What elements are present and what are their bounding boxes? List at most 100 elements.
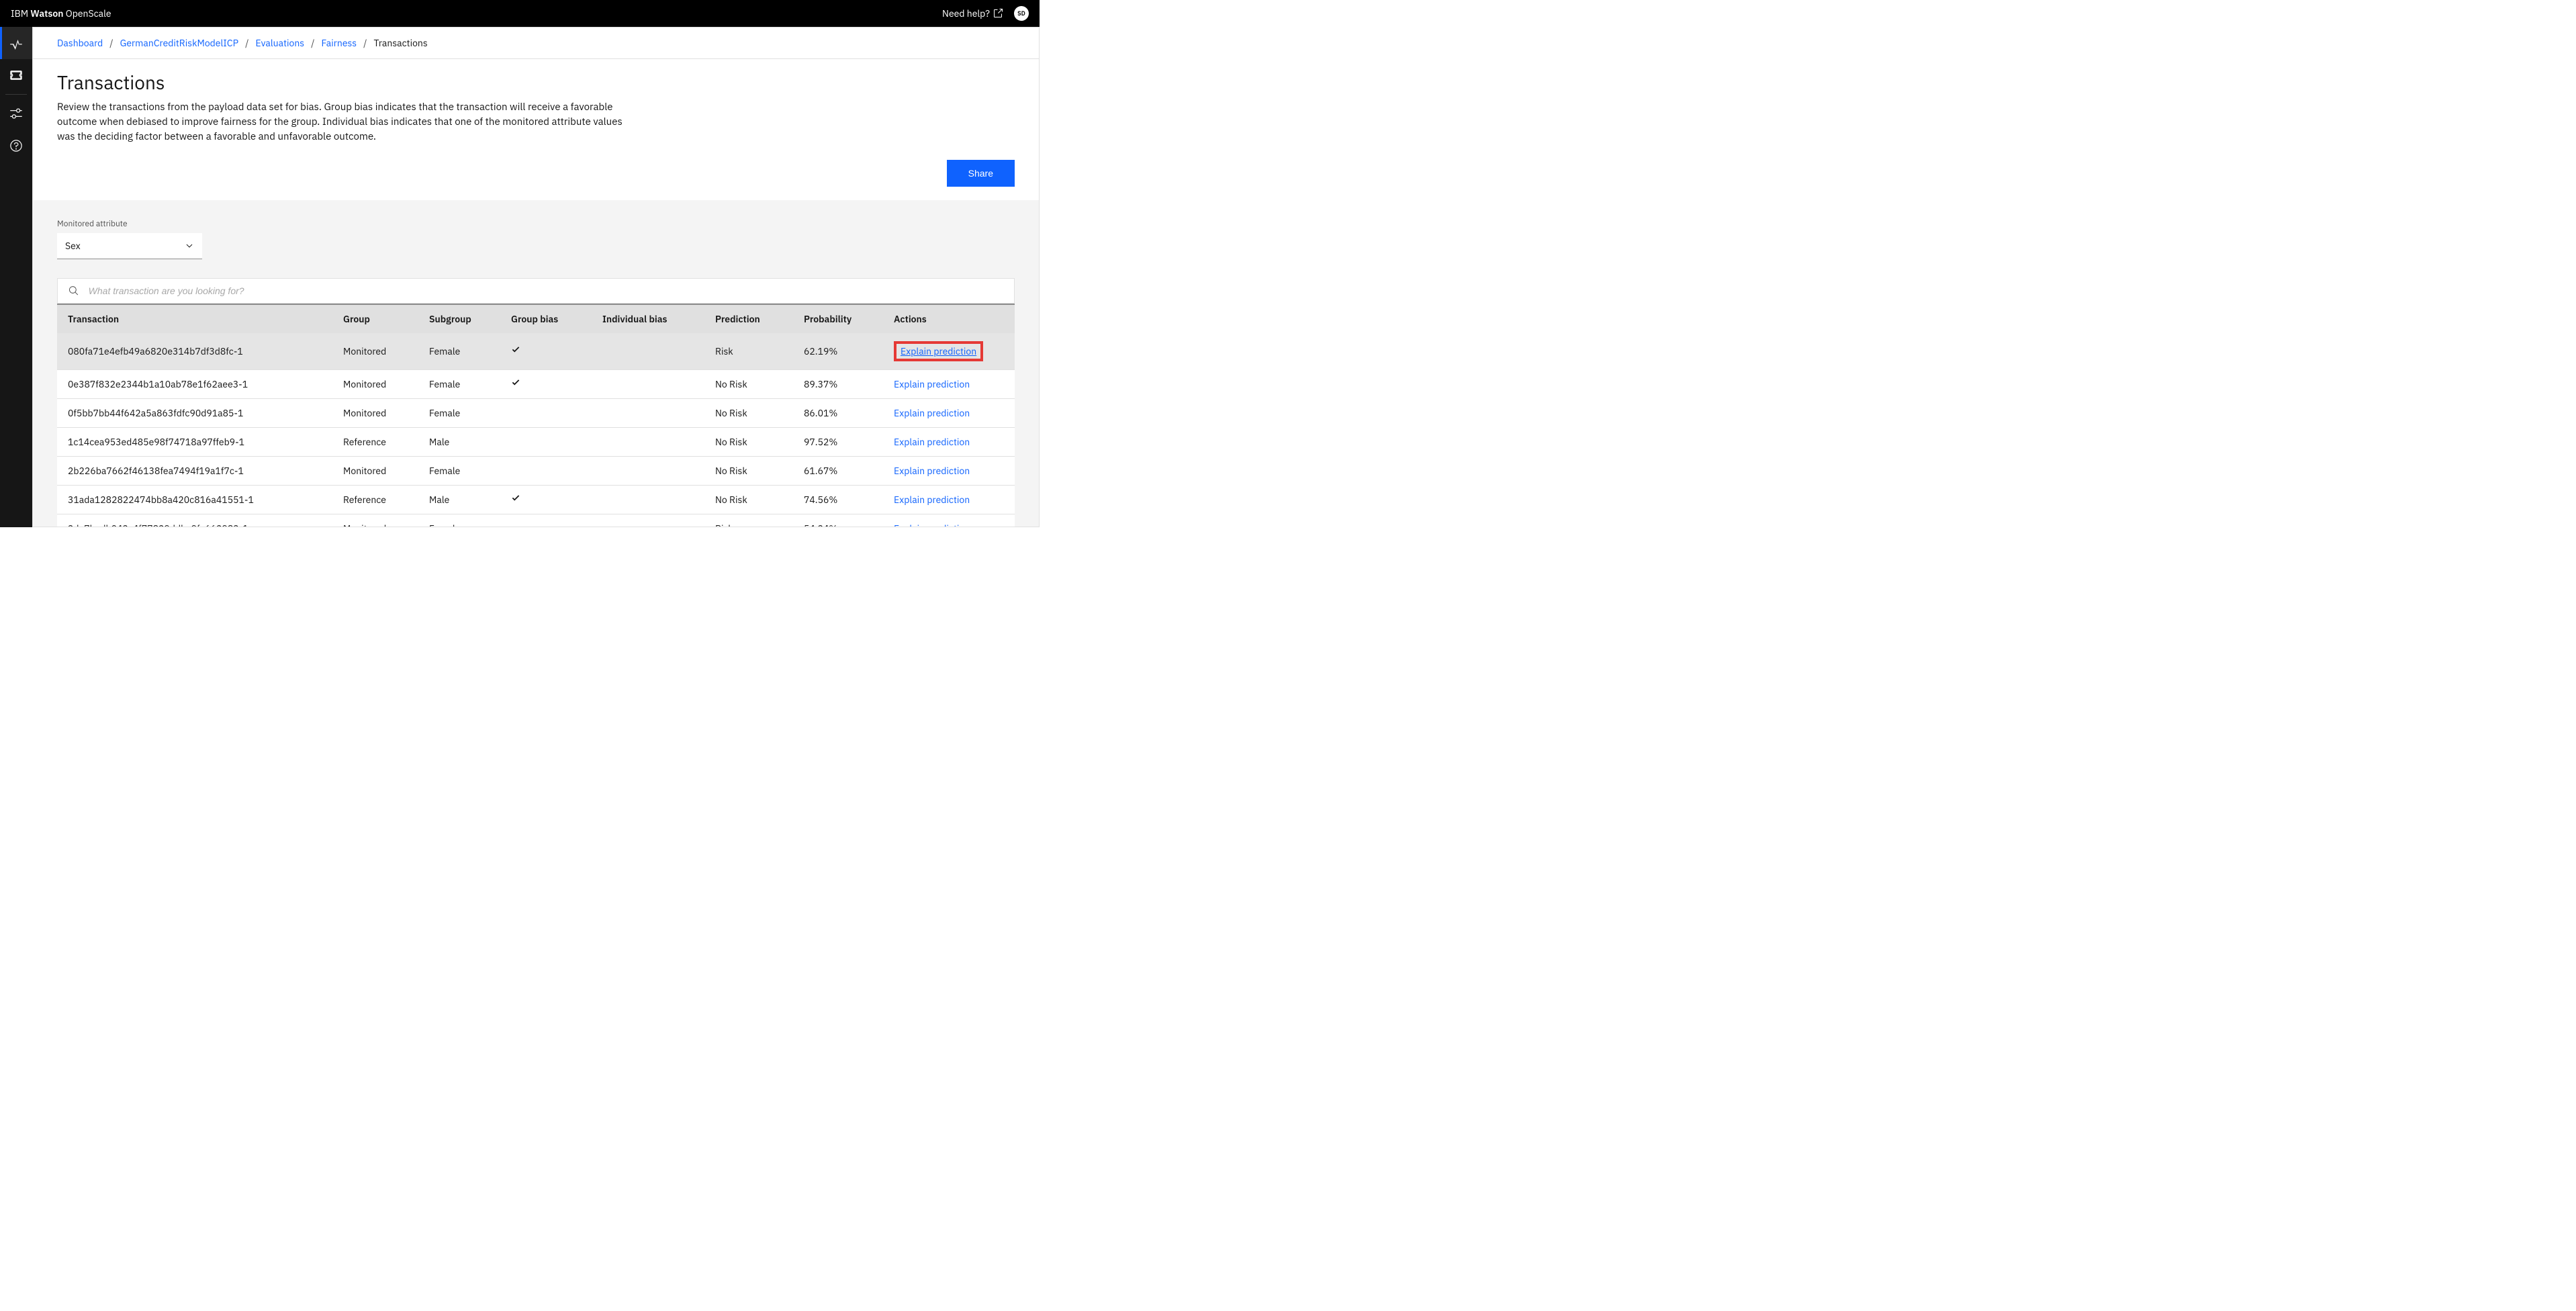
transactions-table-wrap: TransactionGroupSubgroupGroup biasIndivi…	[33, 304, 1039, 527]
share-button[interactable]: Share	[947, 160, 1015, 187]
transactions-table: TransactionGroupSubgroupGroup biasIndivi…	[57, 304, 1015, 527]
need-help-label: Need help?	[942, 7, 990, 19]
table-cell: 74.56%	[793, 486, 883, 514]
table-header-row: TransactionGroupSubgroupGroup biasIndivi…	[57, 304, 1015, 333]
checkmark-icon	[511, 378, 520, 388]
monitored-attribute-label: Monitored attribute	[57, 219, 1015, 229]
search-bar	[57, 278, 1015, 304]
table-cell: 080fa71e4efb49a6820e314b7df3d8fc-1	[57, 333, 332, 370]
avatar-initials: SD	[1017, 10, 1025, 17]
table-row: 1c14cea953ed485e98f74718a97ffeb9-1Refere…	[57, 428, 1015, 457]
column-header[interactable]: Individual bias	[592, 304, 704, 333]
brand-prefix: IBM	[11, 7, 30, 19]
breadcrumb-link[interactable]: GermanCreditRiskModelICP	[120, 37, 238, 49]
explain-prediction-link[interactable]: Explain prediction	[894, 407, 970, 419]
page-header: Transactions Review the transactions fro…	[33, 59, 1039, 160]
table-cell: Risk	[704, 514, 793, 527]
explain-prediction-link[interactable]: Explain prediction	[894, 494, 970, 506]
table-cell: No Risk	[704, 370, 793, 399]
sidebar-item-help[interactable]	[0, 130, 32, 162]
table-cell-actions: Explain prediction	[883, 457, 1015, 486]
column-header[interactable]: Prediction	[704, 304, 793, 333]
table-cell	[500, 399, 592, 428]
table-cell-actions: Explain prediction	[883, 428, 1015, 457]
table-cell: Reference	[332, 486, 418, 514]
table-row: 2b226ba7662f46138fea7494f19a1f7c-1Monito…	[57, 457, 1015, 486]
table-cell-actions: Explain prediction	[883, 333, 1015, 370]
table-cell: 86.01%	[793, 399, 883, 428]
table-cell: Male	[418, 486, 500, 514]
table-cell: Female	[418, 457, 500, 486]
search-input[interactable]	[89, 285, 1003, 296]
table-cell: Female	[418, 399, 500, 428]
table-cell: Monitored	[332, 370, 418, 399]
table-cell: No Risk	[704, 486, 793, 514]
sidebar-item-ticket[interactable]	[0, 59, 32, 91]
table-cell: 0e387f832e2344b1a10ab78e1f62aee3-1	[57, 370, 332, 399]
table-row: 31ada1282822474bb8a420c816a41551-1Refere…	[57, 486, 1015, 514]
table-cell: 89.37%	[793, 370, 883, 399]
breadcrumb-link[interactable]: Evaluations	[255, 37, 304, 49]
table-row: 0e387f832e2344b1a10ab78e1f62aee3-1Monito…	[57, 370, 1015, 399]
column-header[interactable]: Group bias	[500, 304, 592, 333]
column-header[interactable]: Actions	[883, 304, 1015, 333]
table-cell-actions: Explain prediction	[883, 399, 1015, 428]
sidebar-divider	[5, 94, 27, 95]
user-avatar[interactable]: SD	[1014, 6, 1029, 21]
settings-adjust-icon	[9, 107, 23, 120]
breadcrumb-current: Transactions	[373, 37, 427, 49]
breadcrumb-separator: /	[109, 37, 113, 49]
need-help-link[interactable]: Need help?	[942, 7, 1003, 19]
breadcrumb-separator: /	[311, 37, 314, 49]
explain-prediction-link[interactable]: Explain prediction	[894, 436, 970, 448]
table-cell: Monitored	[332, 457, 418, 486]
breadcrumb-link[interactable]: Fairness	[322, 37, 357, 49]
explain-prediction-link[interactable]: Explain prediction	[901, 345, 976, 357]
table-cell	[592, 333, 704, 370]
explain-prediction-link[interactable]: Explain prediction	[894, 523, 970, 527]
sidebar-item-settings[interactable]	[0, 97, 32, 130]
table-row: 3de7bedb043c4f77829ddba9fe662983-1Monito…	[57, 514, 1015, 527]
table-cell: Monitored	[332, 333, 418, 370]
table-cell	[500, 514, 592, 527]
breadcrumb-separator: /	[363, 37, 367, 49]
table-cell-actions: Explain prediction	[883, 514, 1015, 527]
controls-area: Monitored attribute Sex	[33, 200, 1039, 304]
monitored-attribute-dropdown[interactable]: Sex	[57, 233, 202, 259]
left-sidebar	[0, 27, 32, 527]
checkmark-icon	[511, 494, 520, 503]
column-header[interactable]: Group	[332, 304, 418, 333]
table-cell	[592, 399, 704, 428]
breadcrumb-link[interactable]: Dashboard	[57, 37, 103, 49]
column-header[interactable]: Probability	[793, 304, 883, 333]
table-cell	[592, 514, 704, 527]
table-cell: 1c14cea953ed485e98f74718a97ffeb9-1	[57, 428, 332, 457]
column-header[interactable]: Transaction	[57, 304, 332, 333]
page-description: Review the transactions from the payload…	[57, 100, 641, 144]
column-header[interactable]: Subgroup	[418, 304, 500, 333]
table-cell	[500, 428, 592, 457]
table-cell-actions: Explain prediction	[883, 370, 1015, 399]
sidebar-item-activity[interactable]	[0, 27, 32, 59]
table-cell: 97.52%	[793, 428, 883, 457]
dropdown-value: Sex	[65, 240, 81, 252]
explain-prediction-link[interactable]: Explain prediction	[894, 378, 970, 390]
page-title: Transactions	[57, 70, 1015, 95]
explain-prediction-link[interactable]: Explain prediction	[894, 465, 970, 477]
table-cell: 61.67%	[793, 457, 883, 486]
table-cell	[592, 370, 704, 399]
top-header: IBM Watson OpenScale Need help? SD	[0, 0, 1040, 27]
table-cell: Risk	[704, 333, 793, 370]
table-cell: Reference	[332, 428, 418, 457]
brand-bold: Watson	[30, 7, 63, 19]
table-cell	[500, 486, 592, 514]
launch-icon	[993, 8, 1003, 19]
table-cell	[592, 486, 704, 514]
table-body: 080fa71e4efb49a6820e314b7df3d8fc-1Monito…	[57, 333, 1015, 527]
activity-icon	[9, 36, 23, 50]
table-cell	[500, 370, 592, 399]
checkmark-icon	[511, 345, 520, 355]
table-cell: Monitored	[332, 514, 418, 527]
table-cell: 0f5bb7bb44f642a5a863fdfc90d91a85-1	[57, 399, 332, 428]
ticket-icon	[9, 69, 23, 82]
